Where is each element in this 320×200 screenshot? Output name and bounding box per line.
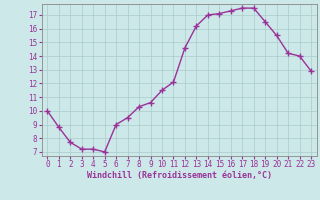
X-axis label: Windchill (Refroidissement éolien,°C): Windchill (Refroidissement éolien,°C): [87, 171, 272, 180]
